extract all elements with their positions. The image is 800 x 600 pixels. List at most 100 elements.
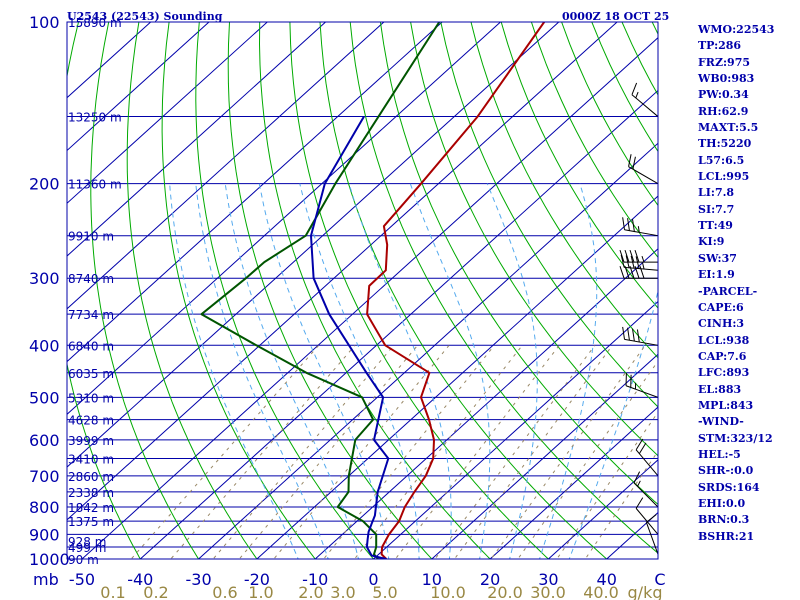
temperature-tick-label: -40 [127,570,153,589]
index-item: TH:5220 [698,137,752,151]
moist-adiabat [224,183,359,559]
wind-barb [633,471,659,508]
dry-adiabat [379,22,658,506]
mixing-ratio-line [434,345,596,559]
temperature-tick-label: 0 [368,570,378,589]
index-item: -WIND- [698,415,744,429]
pressure-tick-label: 800 [29,498,60,517]
wind-barb [622,217,659,237]
pressure-tick-label: 100 [29,13,60,32]
sounding-time: 0000Z 18 OCT 25 [562,10,670,23]
index-item: CINH:3 [698,317,745,331]
index-item: EI:1.9 [698,268,735,282]
index-item: CAPE:6 [698,300,744,314]
wind-barb-staff [624,338,659,346]
mixing-ratio-label: 5.0 [372,583,397,600]
index-item: LI:7.8 [698,186,735,200]
wind-barb-flag [628,154,632,167]
index-item: EL:883 [698,382,742,396]
dry-adiabat [349,22,658,554]
isotherm-line [67,22,501,415]
mixing-ratio-label: 1.0 [248,583,273,600]
height-label: 2860 m [68,470,114,484]
index-item: RH:62.9 [698,104,749,118]
wind-barb-flag [634,249,640,263]
pressure-tick-label: 600 [29,431,60,450]
height-label: 9910 m [68,230,114,244]
pressure-tick-label: 200 [29,175,60,194]
pressure-tick-label: 500 [29,388,60,407]
wind-barb-staff [631,94,659,117]
dry-adiabat [410,22,658,457]
isotherm-line [67,22,210,152]
wind-barb-flag [646,514,657,523]
mixing-ratio-line [453,345,613,559]
index-item: EHI:0.0 [698,496,746,510]
mixing-ratio-label: 0.6 [212,583,237,600]
dry-adiabat [258,22,491,559]
wind-barb [635,438,659,477]
wind-barb-flag [635,438,644,451]
isotherm-line [314,248,658,559]
isotherm-line [139,89,658,559]
height-label: 5310 m [68,391,114,405]
parcel-profile [310,116,390,559]
temperature-tick-label: -30 [186,570,212,589]
wind-barb-staff [645,522,659,555]
mixing-ratio-line [212,344,395,559]
isotherm-line [256,195,658,559]
wind-barb-flag [622,326,626,340]
height-label: 90 m [68,553,99,567]
moist-adiabat [486,183,538,559]
pressure-tick-label: 900 [29,525,60,544]
mixing-ratio-label: 20.0 [487,583,523,600]
index-item: LFC:893 [698,366,750,380]
wind-barb [619,266,658,279]
mixing-ratio-line [130,344,320,559]
wind-barb-staff [635,449,659,477]
index-item: LCL:995 [698,170,750,184]
wind-barb-flag [639,266,645,279]
wind-barb-flag [624,266,630,279]
height-label: 3999 m [68,434,114,448]
dry-adiabat [227,22,433,559]
index-item: HEL:-5 [698,447,741,461]
index-item: KI:9 [698,235,725,249]
isotherm-line [67,22,618,521]
index-item: BRN:0.3 [698,513,750,527]
wind-barb [620,254,659,271]
dry-adiabat [440,22,658,408]
height-label: 13250 m [68,111,122,125]
index-item: SRDS:164 [698,480,760,494]
wind-barb-flag [627,218,630,231]
wind-barb [622,326,659,346]
moist-adiabat [409,183,491,559]
wind-barb-staff [635,508,659,535]
wind-barb-staff [628,166,659,185]
moist-adiabat [348,183,452,559]
index-item: FRZ:975 [698,55,751,69]
wind-barb-flag [619,249,625,263]
wind-barb-staff [624,266,659,271]
dry-adiabat [67,22,141,559]
moist-adiabat [568,288,658,559]
temperature-tick-label: -20 [244,570,270,589]
wind-barb-staff [625,385,659,398]
isotherm-line [198,142,658,559]
height-label: 4628 m [68,414,114,428]
isotherm-line [67,22,560,468]
moist-adiabat [169,183,299,559]
mixing-ratio-label: 30.0 [530,583,566,600]
index-item: TP:286 [698,39,742,53]
wind-barb-flag [633,471,641,484]
station-title: U2543 (22543) Sounding [67,10,223,23]
temperature-tick-label: -10 [302,570,328,589]
wind-barb-flag [622,217,626,230]
wind-barb-staff [633,482,659,508]
wind-barb-flag [631,82,638,95]
wind-barb-flag [632,218,635,232]
pressure-tick-label: 700 [29,467,60,486]
index-item: MAXT:5.5 [698,121,759,135]
dewpoint-profile [200,22,441,559]
